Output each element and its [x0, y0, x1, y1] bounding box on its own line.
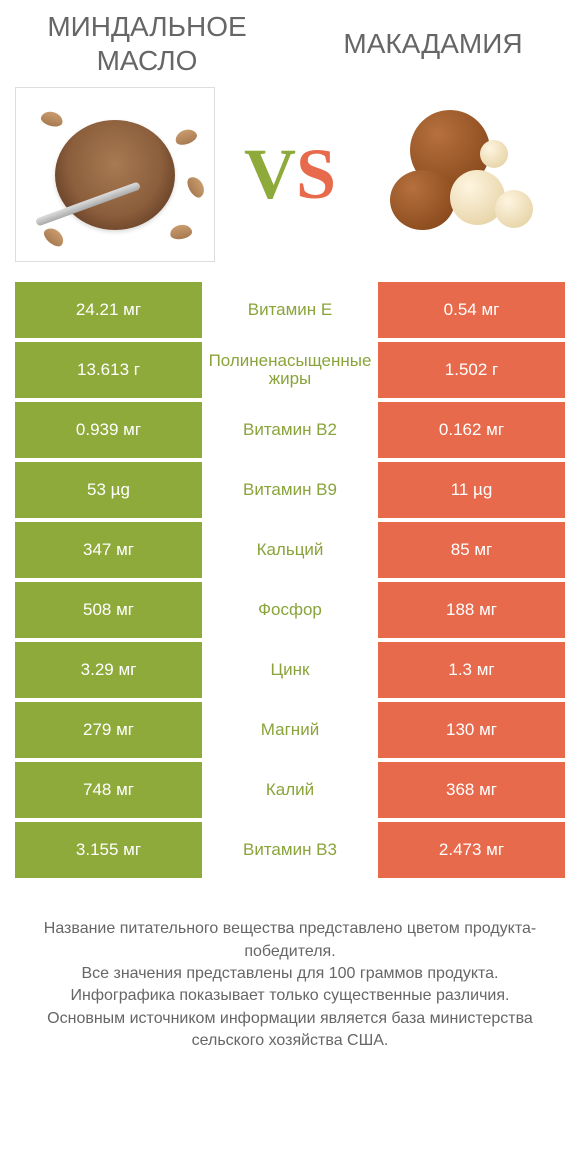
right-value: 0.54 мг: [378, 282, 565, 338]
product-titles: Миндальное масло Макадамия: [15, 10, 565, 77]
right-product-title: Макадамия: [316, 27, 550, 61]
vs-v: V: [244, 134, 296, 214]
nutrient-label: Витамин B2: [202, 402, 378, 458]
nutrient-label: Цинк: [202, 642, 378, 698]
nutrient-label: Магний: [202, 702, 378, 758]
header-row: VS: [15, 87, 565, 262]
nutrient-label: Полиненасыщенные жиры: [202, 342, 378, 398]
table-row: 53 µgВитамин B911 µg: [15, 462, 565, 518]
right-value: 1.502 г: [378, 342, 565, 398]
right-value: 1.3 мг: [378, 642, 565, 698]
left-value: 279 мг: [15, 702, 202, 758]
left-value: 3.29 мг: [15, 642, 202, 698]
nutrient-label: Витамин E: [202, 282, 378, 338]
nutrient-label: Витамин B9: [202, 462, 378, 518]
footer-line: Название питательного вещества представл…: [23, 918, 557, 963]
right-value: 2.473 мг: [378, 822, 565, 878]
table-row: 0.939 мгВитамин B20.162 мг: [15, 402, 565, 458]
footer-notes: Название питательного вещества представл…: [15, 918, 565, 1052]
nutrition-table: 24.21 мгВитамин E0.54 мг13.613 гПолинена…: [15, 282, 565, 878]
right-value: 188 мг: [378, 582, 565, 638]
table-row: 13.613 гПолиненасыщенные жиры1.502 г: [15, 342, 565, 398]
footer-line: Все значения представлены для 100 граммо…: [23, 963, 557, 985]
left-value: 24.21 мг: [15, 282, 202, 338]
right-value: 11 µg: [378, 462, 565, 518]
left-value: 53 µg: [15, 462, 202, 518]
right-value: 85 мг: [378, 522, 565, 578]
right-product-image: [365, 87, 565, 262]
footer-line: Инфографика показывает только существенн…: [23, 985, 557, 1007]
table-row: 279 мгМагний130 мг: [15, 702, 565, 758]
almond-butter-icon: [35, 100, 195, 250]
table-row: 748 мгКалий368 мг: [15, 762, 565, 818]
left-value: 508 мг: [15, 582, 202, 638]
footer-line: Основным источником информации является …: [23, 1008, 557, 1053]
table-row: 347 мгКальций85 мг: [15, 522, 565, 578]
left-value: 13.613 г: [15, 342, 202, 398]
left-value: 347 мг: [15, 522, 202, 578]
left-value: 0.939 мг: [15, 402, 202, 458]
nutrient-label: Фосфор: [202, 582, 378, 638]
left-value: 748 мг: [15, 762, 202, 818]
left-product-title: Миндальное масло: [30, 10, 264, 77]
table-row: 508 мгФосфор188 мг: [15, 582, 565, 638]
table-row: 3.29 мгЦинк1.3 мг: [15, 642, 565, 698]
right-value: 368 мг: [378, 762, 565, 818]
comparison-infographic: Миндальное масло Макадамия VS: [0, 0, 580, 1063]
macadamia-icon: [380, 100, 550, 250]
table-row: 24.21 мгВитамин E0.54 мг: [15, 282, 565, 338]
vs-s: S: [296, 134, 336, 214]
left-product-image: [15, 87, 215, 262]
right-value: 0.162 мг: [378, 402, 565, 458]
nutrient-label: Витамин B3: [202, 822, 378, 878]
nutrient-label: Кальций: [202, 522, 378, 578]
left-value: 3.155 мг: [15, 822, 202, 878]
vs-label: VS: [244, 133, 336, 216]
right-value: 130 мг: [378, 702, 565, 758]
table-row: 3.155 мгВитамин B32.473 мг: [15, 822, 565, 878]
nutrient-label: Калий: [202, 762, 378, 818]
